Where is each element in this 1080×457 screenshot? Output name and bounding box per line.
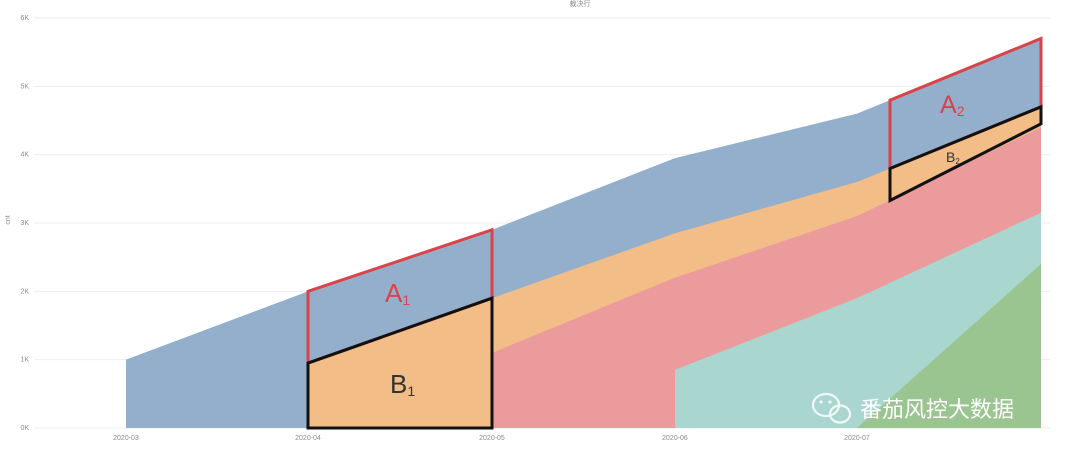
- y-axis-ticks: 0K 1K 2K 3K 4K 5K 6K: [20, 15, 29, 432]
- y-tick-label: 1K: [20, 357, 29, 364]
- y-tick-label: 6K: [20, 15, 29, 22]
- area-series-group: [126, 38, 1041, 428]
- y-tick-label: 3K: [20, 220, 29, 227]
- csdn-watermark: CSDN @番茄风控: [928, 432, 1039, 449]
- x-tick-label: 2020-05: [479, 435, 505, 442]
- area-series-1: [857, 264, 1041, 428]
- x-tick-label: 2020-07: [844, 435, 870, 442]
- wechat-watermark: 番茄风控大数据: [811, 392, 1014, 424]
- watermark-text: 番茄风控大数据: [860, 398, 1014, 423]
- y-tick-label: 2K: [20, 288, 29, 295]
- x-tick-label: 2020-04: [295, 435, 321, 442]
- x-tick-label: 2020-06: [662, 435, 688, 442]
- y-tick-label: 5K: [20, 83, 29, 90]
- y-tick-label: 4K: [20, 152, 29, 159]
- x-tick-label: 2020-03: [113, 435, 139, 442]
- annotation-box-4: [888, 104, 1043, 203]
- y-tick-label: 0K: [20, 425, 29, 432]
- annotation-box-2: [306, 296, 494, 430]
- x-axis-ticks: 2020-03 2020-04 2020-05 2020-06 2020-07: [113, 435, 870, 442]
- y-axis-label: cnt: [5, 215, 12, 224]
- chart-title: 裁决行: [570, 0, 591, 8]
- wechat-icon: [811, 392, 852, 424]
